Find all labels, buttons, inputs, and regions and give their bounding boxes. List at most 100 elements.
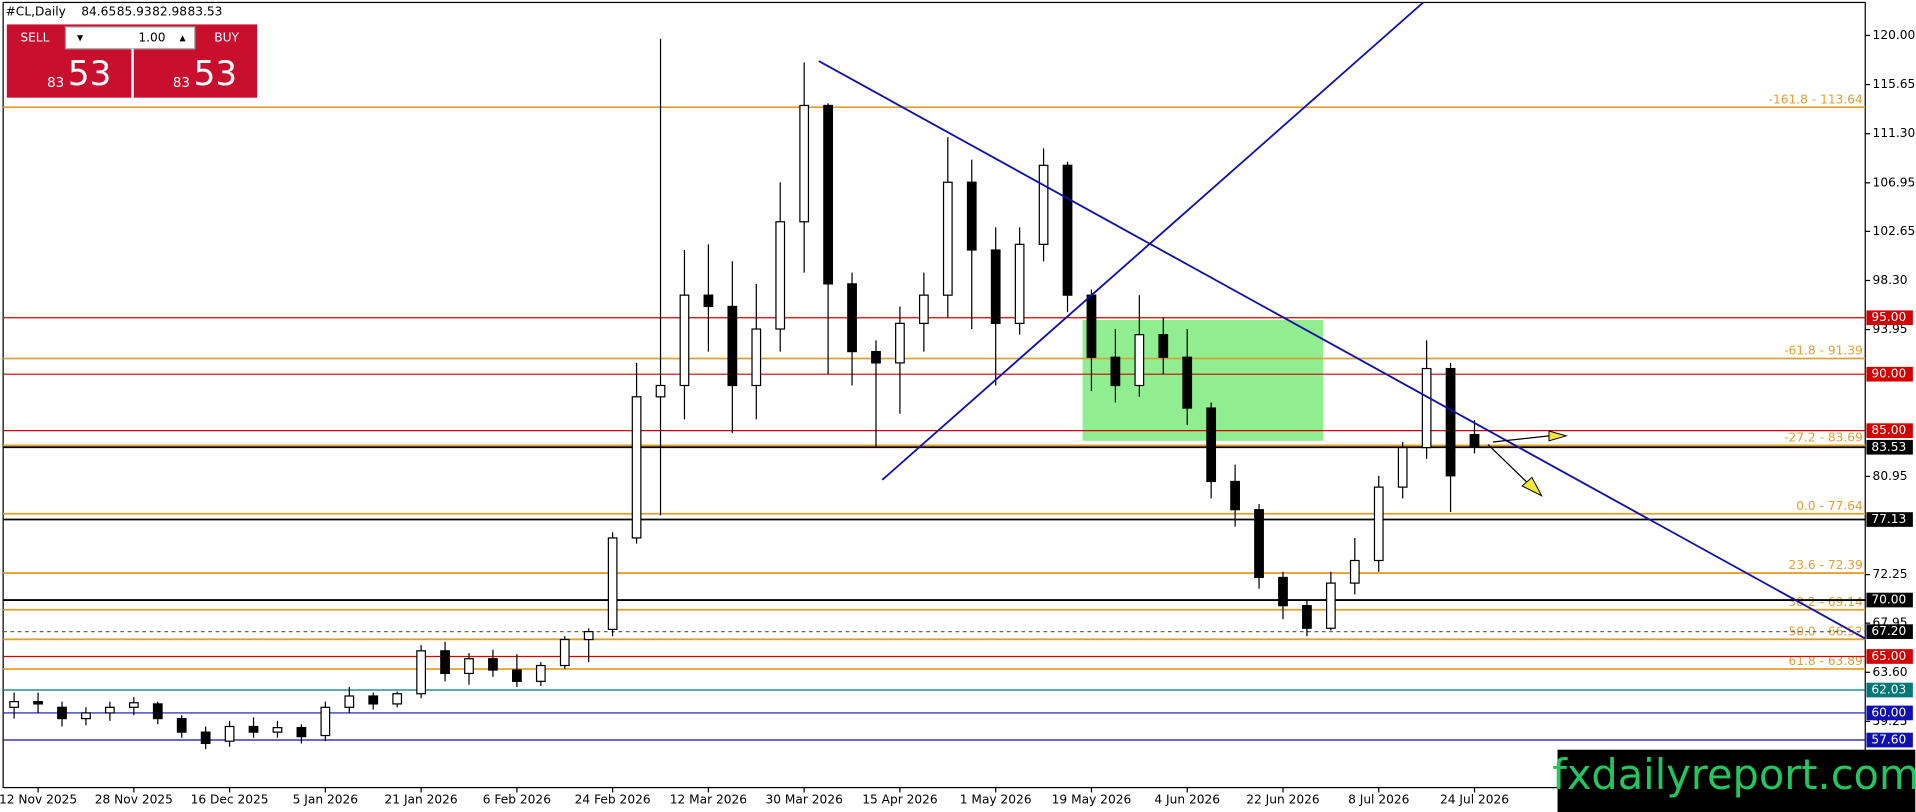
candle-body [679, 294, 690, 387]
candle-body [1158, 334, 1169, 358]
candle-body [440, 650, 450, 675]
candle-body [1349, 559, 1360, 584]
level-tag [1866, 512, 1913, 527]
candle-body [535, 664, 546, 682]
level-tag [1866, 310, 1913, 326]
x-tick-label: 6 Feb 2026 [483, 792, 551, 806]
level-tag [1866, 682, 1913, 698]
axes: 120.00 115.65 111.30 106.95 102.65 98.30 93.95… [0, 28, 1915, 806]
buy-price-big: 53 [194, 54, 237, 94]
candle-body [823, 104, 833, 285]
level-label: 62.03 [1871, 683, 1906, 697]
candle-body [128, 702, 139, 708]
candle-body [1445, 367, 1456, 477]
level-tag [1866, 624, 1913, 639]
x-tick-label: 22 Jun 2026 [1246, 792, 1319, 806]
arrow-head [1548, 430, 1568, 442]
candle-body [583, 631, 594, 641]
level-tag [1866, 649, 1913, 664]
trade-panel: SELL BUY ▾ ▴ 1.00 83 53 83 53 [6, 24, 258, 98]
arrow [1492, 435, 1550, 443]
candle-body [727, 305, 738, 387]
symbol: #CL,Daily [6, 5, 66, 19]
y-tick-label: 102.65 [1873, 224, 1916, 238]
y-tick-label: 120.00 [1873, 28, 1916, 42]
fib-label: -161.8 - 113.64 [1769, 92, 1863, 106]
buy-button[interactable]: BUY [214, 30, 239, 44]
candle-body [200, 731, 211, 745]
y-tick-label: 93.95 [1873, 322, 1908, 336]
candle-body [1014, 243, 1025, 324]
watermark-bg [1557, 749, 1916, 812]
sell-price-small: 83 [47, 76, 64, 91]
candle-body [1134, 334, 1145, 387]
header-value: 85.93 [117, 5, 152, 19]
candle-body [416, 650, 427, 695]
fib-label: 38.2 - 69.14 [1789, 595, 1864, 609]
candle-body [775, 221, 786, 330]
x-tick-label: 12 Mar 2026 [670, 792, 747, 806]
level-tag [1866, 705, 1913, 721]
x-tick-label: 19 May 2026 [1052, 792, 1132, 806]
candle-body [966, 181, 977, 251]
candle-body [1038, 164, 1049, 245]
candle-body [1302, 605, 1312, 629]
trend-line [818, 60, 1866, 640]
candle-body [272, 727, 283, 733]
candle-body [248, 725, 259, 733]
watermark: fxdailyreport.com [1552, 750, 1916, 799]
x-tick-label: 1 May 2026 [960, 792, 1032, 806]
candle-body [1373, 486, 1384, 562]
x-tick-label: 30 Mar 2026 [765, 792, 842, 806]
candle-body [152, 703, 163, 720]
candle-body [703, 294, 714, 308]
lot[interactable]: 1.00 [138, 30, 165, 44]
candle-body [799, 104, 810, 223]
x-tick-label: 12 Nov 2025 [0, 792, 77, 806]
sell-button[interactable]: SELL [20, 30, 49, 44]
y-tick-label: 106.95 [1873, 175, 1916, 189]
header-values: 84.65 85.93 82.98 83.53 [81, 5, 222, 19]
level-label: 60.00 [1871, 705, 1906, 719]
y-tick-label: 72.25 [1873, 567, 1908, 581]
level-tag [1866, 439, 1913, 455]
candles [9, 38, 1480, 750]
candle-body [464, 658, 474, 675]
candle-body [296, 727, 307, 738]
candle-body [320, 706, 331, 737]
lot-box[interactable] [64, 26, 196, 50]
candle-body [990, 249, 1001, 324]
level-label: 57.60 [1871, 733, 1906, 747]
x-tick-label: 4 Jun 2026 [1154, 792, 1220, 806]
buy-price-small: 83 [173, 76, 190, 91]
candle-body [918, 294, 929, 324]
candle-body [942, 181, 953, 296]
level-tag [1866, 592, 1913, 608]
level-label: 85.00 [1871, 423, 1906, 437]
candle-body [33, 701, 43, 705]
level-label: 67.20 [1871, 624, 1906, 638]
candle-body [895, 322, 905, 364]
x-tick-label: 24 Jul 2026 [1440, 792, 1509, 806]
lot-down[interactable]: ▾ [77, 30, 84, 44]
candle-body [655, 384, 666, 398]
x-tick-label: 21 Jan 2026 [385, 792, 458, 806]
lot-up[interactable]: ▴ [180, 30, 187, 44]
level-tag [1866, 366, 1913, 382]
level-label: 77.13 [1871, 512, 1906, 526]
x-tick-label: 8 Jul 2026 [1348, 792, 1409, 806]
candle-body [847, 283, 857, 353]
level-tag [1866, 423, 1913, 438]
x-tick-label: 15 Apr 2026 [862, 792, 937, 806]
candle-body [1254, 509, 1264, 579]
y-tick-label: 111.30 [1873, 126, 1916, 140]
candle-body [57, 706, 67, 720]
x-tick-label: 28 Nov 2025 [95, 792, 173, 806]
candle-body [488, 658, 498, 671]
candle-body [344, 695, 355, 708]
candle-body [607, 537, 618, 630]
candle-body [751, 328, 762, 387]
candle-body [9, 701, 20, 708]
